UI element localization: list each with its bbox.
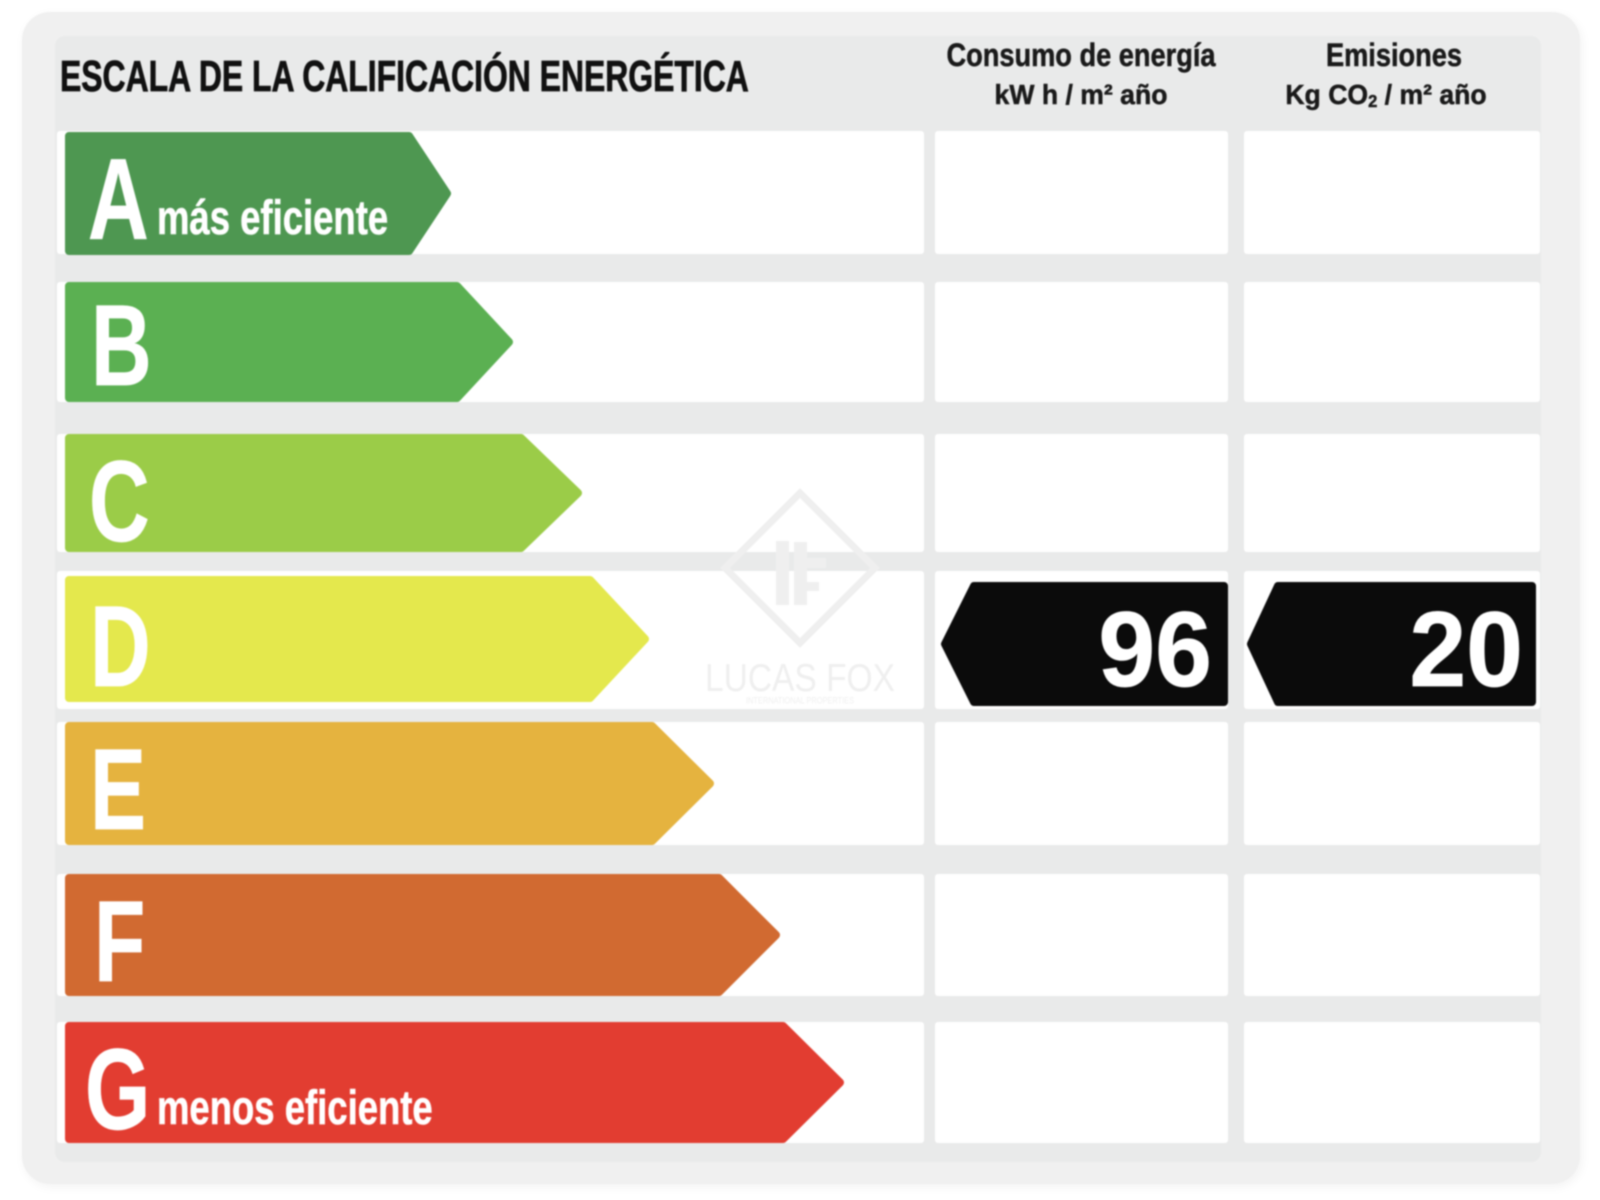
- svg-text:LUCAS FOX: LUCAS FOX: [705, 657, 895, 700]
- svg-text:INTERNATIONAL PROPERTIES: INTERNATIONAL PROPERTIES: [746, 696, 854, 707]
